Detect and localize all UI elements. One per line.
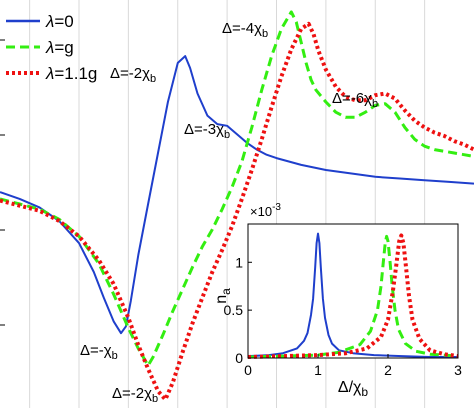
annotation-delta-minus-chi: Δ=-χb <box>80 342 118 362</box>
annotation-delta-minus-6chi: Δ=-6χb <box>332 90 378 110</box>
inset-series-group <box>247 232 459 359</box>
main-axis-ticks <box>0 39 5 326</box>
main-series-group <box>0 10 474 402</box>
main-series-0 <box>0 55 474 335</box>
legend-label-lambda-g: λ=g <box>45 38 74 57</box>
inset-exponent-label: ×10-3 <box>250 202 281 219</box>
inset-chart: 0 1 2 3 0 0.5 1 ×10-3 na Δ/χb <box>213 202 462 399</box>
inset-y-tick-label-0: 0 <box>235 350 243 366</box>
inset-x-tick-label-1: 1 <box>314 362 322 378</box>
inset-series-0 <box>247 232 458 358</box>
inset-axis-ticks: 0 1 2 3 0 0.5 1 <box>224 254 463 378</box>
main-grid <box>29 0 426 408</box>
inset-y-tick-label-1: 0.5 <box>224 302 244 318</box>
annotation-delta-minus-4chi: Δ=-4χb <box>222 20 268 40</box>
inset-x-axis-label: Δ/χb <box>338 379 369 399</box>
inset-x-tick-label-0: 0 <box>244 362 252 378</box>
inset-x-tick-label-3: 3 <box>454 362 462 378</box>
inset-y-tick-label-2: 1 <box>235 254 243 270</box>
inset-background <box>248 224 458 358</box>
annotation-delta-minus-2chi-lower: Δ=-2χb <box>112 385 158 405</box>
legend-label-lambda-0: λ=0 <box>45 12 74 31</box>
legend: λ=0 λ=g λ=1.1g <box>6 12 97 83</box>
inset-y-axis-label: na <box>213 288 233 304</box>
annotation-delta-minus-3chi: Δ=-3χb <box>184 121 230 141</box>
inset-x-tick-label-2: 2 <box>384 362 392 378</box>
annotation-group: Δ=-χb Δ=-2χb Δ=-3χb Δ=-4χb Δ=-6χb Δ=-2χb <box>80 20 378 405</box>
inset-series-2 <box>247 233 459 359</box>
annotation-delta-minus-2chi-upper: Δ=-2χb <box>110 65 156 85</box>
legend-label-lambda-1-1g: λ=1.1g <box>45 64 97 83</box>
main-series-2 <box>0 21 474 402</box>
inset-frame <box>247 223 459 359</box>
